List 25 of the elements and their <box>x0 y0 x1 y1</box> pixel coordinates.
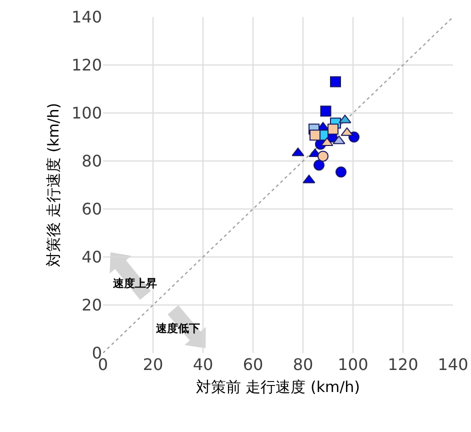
point <box>310 130 320 141</box>
point <box>330 76 341 88</box>
x-tick-label: 20 <box>142 355 164 374</box>
x-axis-title: 対策前 走行速度 (km/h) <box>196 378 360 396</box>
x-tick-label: 60 <box>242 355 264 374</box>
y-tick-label: 140 <box>71 8 102 27</box>
point <box>320 106 332 117</box>
x-tick-label: 40 <box>192 355 214 374</box>
y-tick-label: 60 <box>82 200 102 219</box>
y-tick-label: 120 <box>71 56 102 75</box>
y-tick-label: 100 <box>71 104 102 123</box>
y-tick-label: 80 <box>82 152 102 171</box>
point <box>314 160 324 171</box>
x-tick-label: 140 <box>438 355 468 374</box>
y-axis-title: 対策後 走行速度 (km/h) <box>44 102 63 268</box>
point <box>318 150 328 162</box>
x-tick-label: 120 <box>388 355 418 374</box>
y-tick-label: 40 <box>82 248 102 267</box>
y-tick-label: 20 <box>82 296 102 315</box>
point <box>328 124 338 135</box>
point <box>336 166 346 178</box>
annotation: 速度上昇 <box>112 277 157 290</box>
annotation: 速度低下 <box>155 322 200 335</box>
x-tick-label: 100 <box>338 355 368 374</box>
x-tick-label: 80 <box>292 355 314 374</box>
